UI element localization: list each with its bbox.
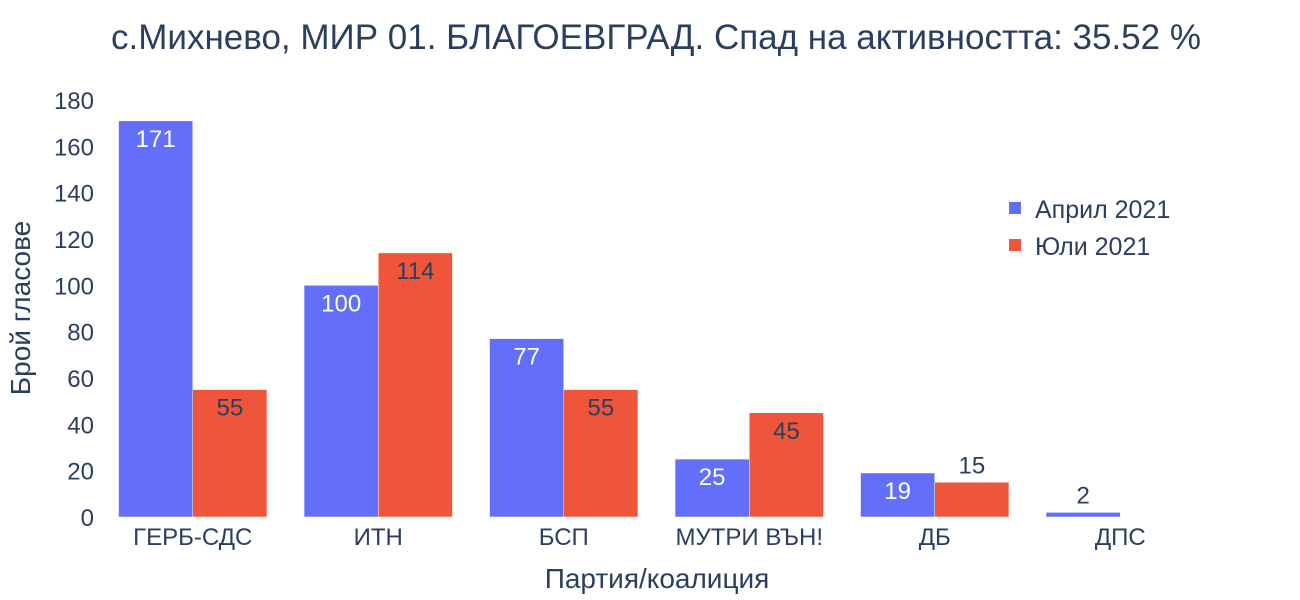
legend-swatch	[1009, 202, 1021, 214]
bar-value-label: 15	[958, 452, 985, 479]
y-tick-label: 120	[54, 227, 94, 254]
bar	[378, 252, 453, 518]
legend-label: Юли 2021	[1035, 233, 1150, 261]
x-tick-label: МУТРИ ВЪН!	[676, 524, 823, 551]
x-tick-label: ГЕРБ-СДС	[133, 524, 252, 551]
legend-swatch	[1009, 239, 1021, 251]
y-axis: 0 20 40 60 80 100 120 140 160 180	[54, 88, 94, 532]
legend-label: Април 2021	[1035, 196, 1170, 224]
bar-value-label: 19	[884, 478, 911, 505]
bar-value-label: 171	[136, 126, 176, 153]
x-axis-title: Партия/коалиция	[545, 563, 770, 594]
x-tick-label: ДБ	[919, 524, 951, 551]
bar-value-label: 45	[773, 418, 800, 445]
y-tick-label: 40	[67, 412, 94, 439]
bar	[118, 120, 193, 518]
x-axis: ГЕРБ-СДС ИТН БСП МУТРИ ВЪН! ДБ ДПС	[133, 524, 1146, 551]
bar-value-label: 2	[1076, 482, 1089, 509]
bar	[1045, 512, 1121, 518]
y-tick-label: 160	[54, 134, 94, 161]
y-tick-label: 60	[67, 366, 94, 393]
chart-title: с.Михнево, МИР 01. БЛАГОЕВГРАД. Спад на …	[111, 18, 1201, 57]
bar-value-label: 100	[321, 290, 361, 317]
y-tick-label: 0	[81, 505, 94, 532]
x-tick-label: ИТН	[354, 524, 403, 551]
bar-value-label: 114	[396, 258, 434, 285]
bar	[749, 412, 824, 518]
bar	[860, 472, 935, 518]
y-axis-title: Брой гласове	[5, 221, 36, 395]
bar	[563, 389, 639, 518]
x-tick-label: ДПС	[1095, 524, 1146, 551]
bar	[934, 482, 1010, 518]
x-tick-label: БСП	[539, 524, 589, 551]
y-tick-label: 20	[67, 459, 94, 486]
bar-value-label: 77	[513, 344, 540, 371]
y-tick-label: 140	[54, 181, 94, 208]
y-tick-label: 100	[54, 273, 94, 300]
plot-area: 171 55 100 114 77 55 25 45 19 15 2	[118, 120, 1121, 518]
bar	[489, 338, 564, 518]
bar-value-label: 55	[587, 395, 614, 422]
y-tick-label: 180	[54, 88, 94, 115]
bar	[192, 389, 268, 518]
bar-value-label: 55	[216, 395, 243, 422]
legend: Април 2021 Юли 2021	[1009, 196, 1170, 261]
bar-value-label: 25	[699, 464, 726, 491]
y-tick-label: 80	[67, 320, 94, 347]
bar	[303, 285, 379, 518]
bar	[674, 458, 750, 518]
